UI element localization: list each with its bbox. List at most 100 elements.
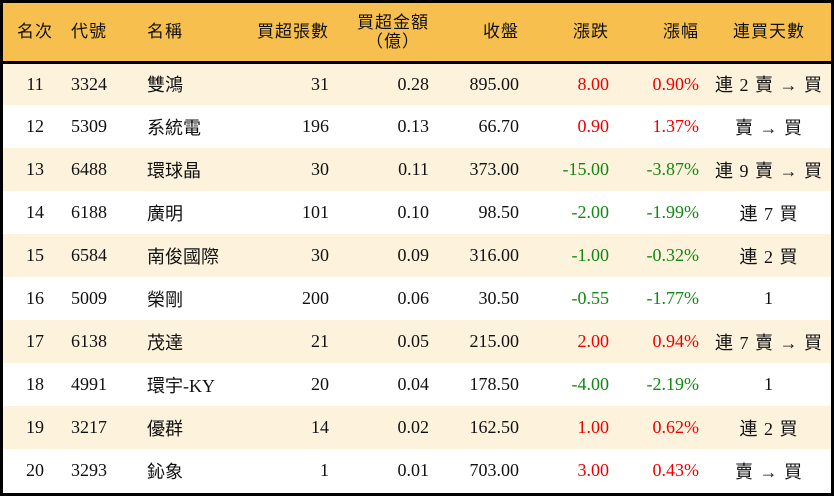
- cell-rank: 16: [26, 288, 44, 308]
- cell-code: 6138: [71, 331, 107, 351]
- cell-change-pct: 0.90%: [652, 73, 700, 94]
- cell-code: 3324: [71, 73, 107, 94]
- cell-net-buy-lots: 101: [302, 202, 329, 222]
- table-row: 12 5309 系統電 196 0.13 66.70 0.90 1.37% 賣 → 買: [3, 105, 831, 148]
- table-body: 11 3324 雙鴻 31 0.28 895.00 8.00 0.90% 連 2 賣 → 買 12…: [3, 62, 831, 492]
- table-row: 11 3324 雙鴻 31 0.28 895.00 8.00 0.90% 連 2 賣 → 買: [3, 62, 831, 105]
- cell-name: 優群: [147, 418, 183, 439]
- cell-net-buy-amount: 0.13: [397, 116, 430, 136]
- cell-name: 鈊象: [147, 461, 183, 482]
- cell-consecutive-days: 賣 → 買: [735, 461, 803, 482]
- table-row: 19 3217 優群 14 0.02 162.50 1.00 0.62% 連 2 買: [3, 406, 831, 449]
- cell-close: 215.00: [469, 331, 520, 351]
- cell-consecutive-days: 賣 → 買: [735, 117, 803, 138]
- cell-code: 6584: [71, 245, 107, 265]
- cell-code: 5009: [71, 288, 107, 308]
- cell-consecutive-days: 連 7 買: [739, 203, 799, 224]
- table-header-row: 名次 代號 名稱 買超張數 買超金額 （億） 收盤 漲跌 漲幅 連買天數: [3, 3, 831, 64]
- cell-net-buy-lots: 196: [302, 116, 329, 136]
- header-net-buy-lots: 買超張數: [231, 3, 337, 64]
- cell-net-buy-lots: 20: [311, 374, 329, 394]
- cell-name: 環宇-KY: [147, 375, 215, 396]
- cell-name: 環球晶: [147, 160, 201, 181]
- cell-consecutive-days: 連 2 賣 → 買: [715, 75, 823, 96]
- cell-rank: 12: [26, 116, 44, 136]
- cell-rank: 20: [26, 460, 44, 480]
- cell-change: 0.90: [577, 116, 610, 136]
- cell-change-pct: -0.32%: [646, 245, 700, 265]
- cell-name: 榮剛: [147, 289, 183, 310]
- cell-close: 30.50: [478, 288, 520, 308]
- table-row: 13 6488 環球晶 30 0.11 373.00 -15.00 -3.87% 連 9 賣 →…: [3, 148, 831, 191]
- cell-close: 66.70: [478, 116, 520, 136]
- cell-net-buy-lots: 200: [302, 288, 329, 308]
- cell-consecutive-days: 連 2 買: [739, 418, 799, 439]
- cell-code: 5309: [71, 116, 107, 136]
- cell-change: 8.00: [577, 73, 610, 94]
- cell-close: 162.50: [469, 417, 520, 437]
- cell-net-buy-amount: 0.04: [397, 374, 430, 394]
- cell-net-buy-amount: 0.09: [397, 245, 430, 265]
- cell-close: 373.00: [469, 159, 520, 179]
- cell-change: -2.00: [571, 202, 610, 222]
- cell-change: 3.00: [577, 460, 610, 480]
- cell-change: 1.00: [577, 417, 610, 437]
- cell-code: 6488: [71, 159, 107, 179]
- cell-net-buy-lots: 31: [311, 73, 329, 94]
- cell-net-buy-amount: 0.28: [397, 73, 430, 94]
- cell-change: -15.00: [562, 159, 610, 179]
- cell-consecutive-days: 連 7 賣 → 買: [715, 332, 823, 353]
- cell-rank: 19: [26, 417, 44, 437]
- cell-change: -0.55: [571, 288, 610, 308]
- cell-change-pct: 0.43%: [652, 460, 700, 480]
- cell-name: 系統電: [147, 117, 201, 138]
- cell-close: 178.50: [469, 374, 520, 394]
- header-net-buy-amount: 買超金額 （億）: [337, 3, 437, 64]
- cell-name: 雙鴻: [147, 75, 183, 96]
- header-rank: 名次: [3, 3, 67, 64]
- cell-rank: 11: [26, 73, 44, 94]
- cell-code: 3293: [71, 460, 107, 480]
- cell-change-pct: 0.94%: [652, 331, 700, 351]
- cell-change: 2.00: [577, 331, 610, 351]
- header-net-buy-amount-line2: （億）: [366, 31, 420, 51]
- table-row: 17 6138 茂達 21 0.05 215.00 2.00 0.94% 連 7 賣 → 買: [3, 320, 831, 363]
- net-buy-ranking-table: 名次 代號 名稱 買超張數 買超金額 （億） 收盤 漲跌 漲幅 連買天數 11 3…: [3, 3, 831, 492]
- header-consecutive-days: 連買天數: [707, 3, 831, 64]
- header-net-buy-amount-line1: 買超金額: [357, 12, 429, 32]
- cell-net-buy-lots: 14: [311, 417, 329, 437]
- cell-change-pct: 1.37%: [652, 116, 700, 136]
- cell-net-buy-amount: 0.02: [397, 417, 430, 437]
- cell-close: 703.00: [469, 460, 520, 480]
- cell-change-pct: -3.87%: [646, 159, 700, 179]
- cell-rank: 15: [26, 245, 44, 265]
- cell-net-buy-lots: 1: [320, 460, 329, 480]
- cell-code: 4991: [71, 374, 107, 394]
- cell-net-buy-amount: 0.10: [397, 202, 430, 222]
- header-change: 漲跌: [527, 3, 617, 64]
- cell-net-buy-amount: 0.05: [397, 331, 430, 351]
- cell-rank: 14: [26, 202, 44, 222]
- cell-close: 98.50: [478, 202, 520, 222]
- cell-close: 316.00: [469, 245, 520, 265]
- cell-net-buy-amount: 0.01: [397, 460, 430, 480]
- table-row: 16 5009 榮剛 200 0.06 30.50 -0.55 -1.77% 1: [3, 277, 831, 320]
- table-row: 18 4991 環宇-KY 20 0.04 178.50 -4.00 -2.19% 1: [3, 363, 831, 406]
- cell-consecutive-days: 連 2 買: [739, 246, 799, 267]
- cell-change-pct: -1.99%: [646, 202, 700, 222]
- cell-change-pct: -1.77%: [646, 288, 700, 308]
- cell-net-buy-amount: 0.11: [398, 159, 429, 179]
- cell-net-buy-lots: 30: [311, 159, 329, 179]
- cell-change-pct: -2.19%: [646, 374, 700, 394]
- cell-consecutive-days: 1: [764, 288, 774, 308]
- header-name: 名稱: [135, 3, 231, 64]
- cell-consecutive-days: 1: [764, 374, 774, 394]
- cell-rank: 17: [26, 331, 44, 351]
- header-code: 代號: [67, 3, 135, 64]
- cell-name: 茂達: [147, 332, 183, 353]
- cell-name: 南俊國際: [147, 246, 219, 267]
- table-row: 14 6188 廣明 101 0.10 98.50 -2.00 -1.99% 連 7 買: [3, 191, 831, 234]
- cell-rank: 18: [26, 374, 44, 394]
- cell-consecutive-days: 連 9 賣 → 買: [715, 160, 823, 181]
